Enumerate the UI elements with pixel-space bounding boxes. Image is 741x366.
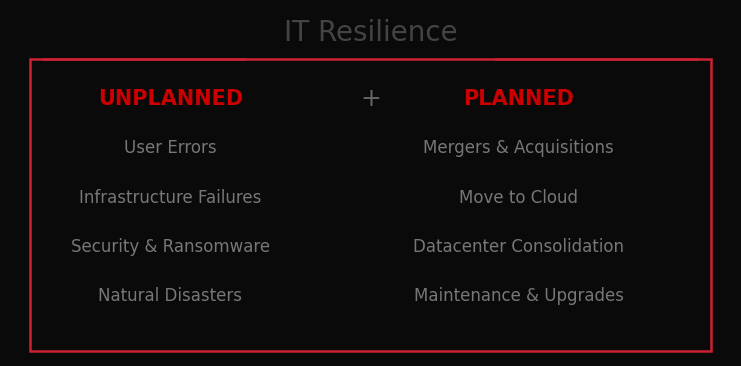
Text: Security & Ransomware: Security & Ransomware: [71, 238, 270, 256]
Text: IT Resilience: IT Resilience: [284, 19, 457, 47]
Text: Infrastructure Failures: Infrastructure Failures: [79, 188, 262, 207]
Text: UNPLANNED: UNPLANNED: [98, 89, 243, 109]
Text: Datacenter Consolidation: Datacenter Consolidation: [413, 238, 624, 256]
Text: Maintenance & Upgrades: Maintenance & Upgrades: [413, 287, 624, 306]
Text: Move to Cloud: Move to Cloud: [459, 188, 578, 207]
Text: PLANNED: PLANNED: [463, 89, 574, 109]
Bar: [30, 59, 711, 351]
Text: Mergers & Acquisitions: Mergers & Acquisitions: [423, 139, 614, 157]
Text: Natural Disasters: Natural Disasters: [99, 287, 242, 306]
Text: User Errors: User Errors: [124, 139, 216, 157]
Text: +: +: [360, 87, 381, 111]
